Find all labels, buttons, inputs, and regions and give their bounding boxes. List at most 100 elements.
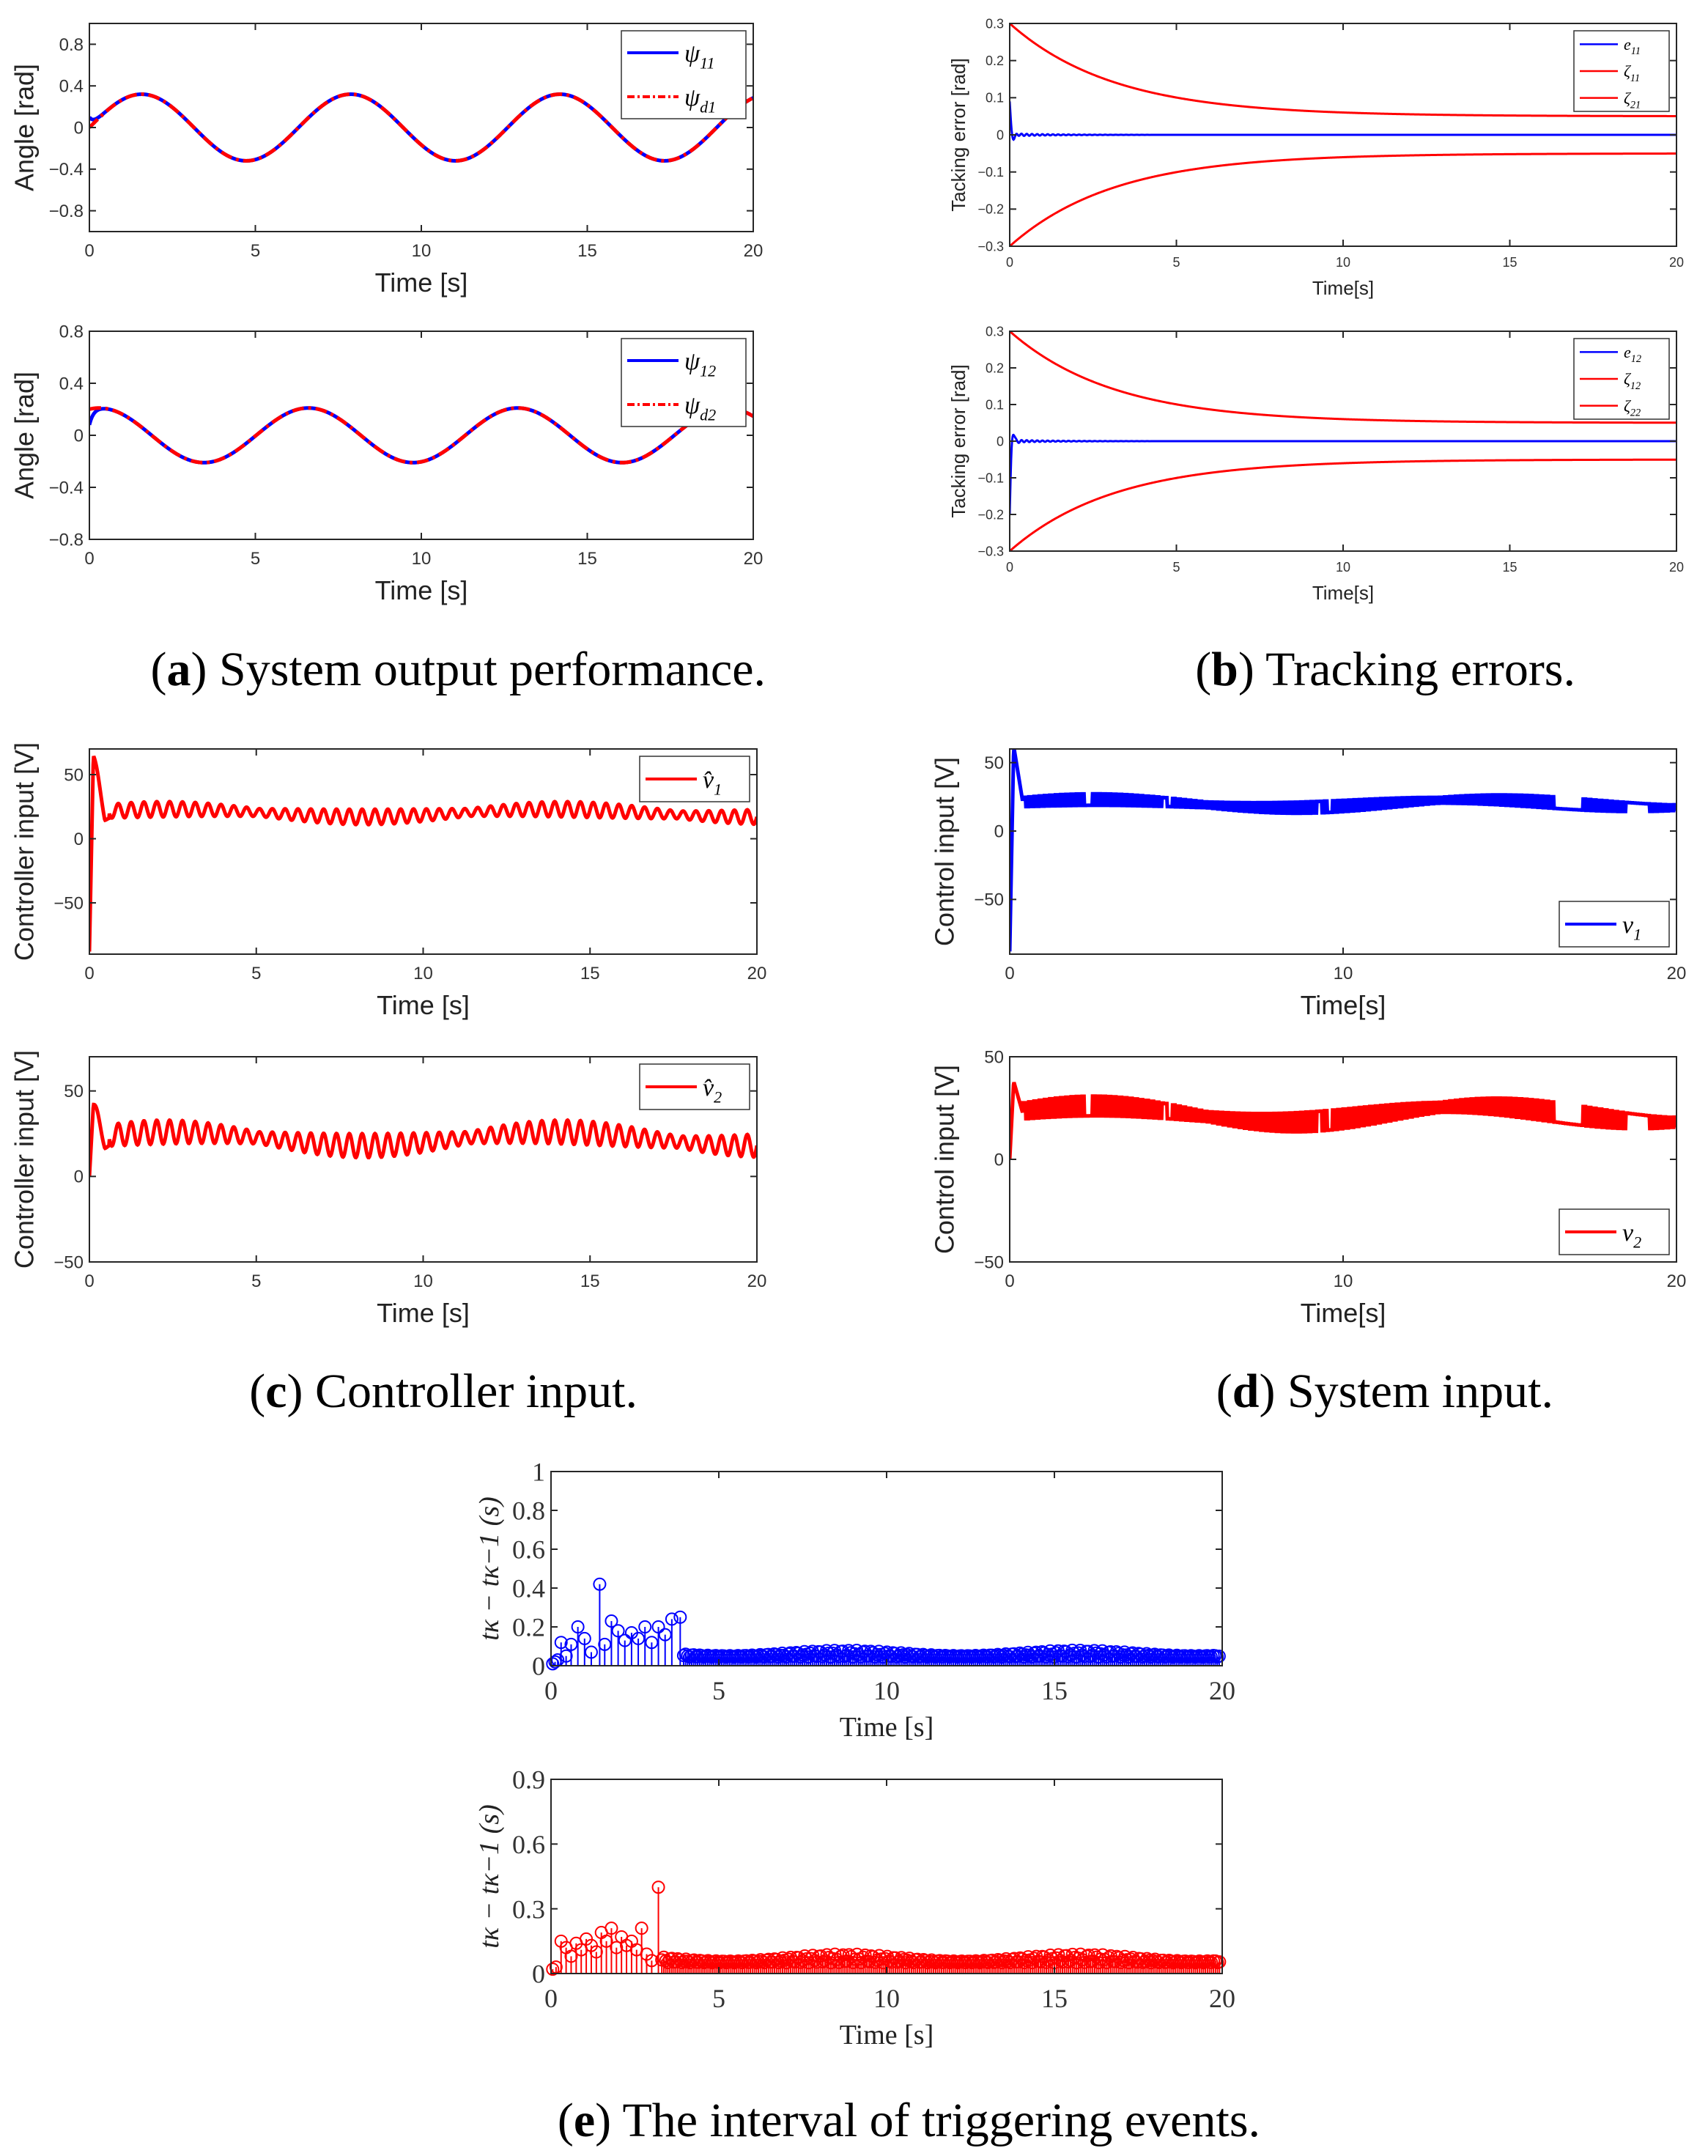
stem-series-e2	[546, 1880, 1227, 1976]
x-tick-label-a1-2: 5	[251, 241, 260, 261]
x-tick-label-a2-4: 15	[577, 549, 597, 569]
x-tick-label-b1-3: 10	[1336, 255, 1350, 270]
stem-marker-e1-8	[577, 1631, 591, 1645]
x-tick-label-d2-1: 0	[1005, 1271, 1014, 1291]
x-axis-label-b1: Time[s]	[1312, 277, 1374, 299]
chart-e2: 0 5 10 15 20 0 0.3 0.6 0.9 Time [s] tκ − tκ−1 (s)	[474, 1765, 1235, 2050]
y-axis-label-c1: Controller input [V]	[10, 742, 40, 961]
x-tick-label-a1-3: 10	[412, 241, 432, 261]
x-tick-label-c1-1: 0	[84, 964, 94, 983]
x-axis-label-a1: Time [s]	[375, 267, 468, 298]
x-tick-label-c1-2: 5	[251, 964, 261, 983]
y-tick-label-b2-6: 0.2	[986, 361, 1004, 375]
stem-marker-e2-300	[1213, 1955, 1227, 1969]
y-tick-label-a1-1: −0.8	[49, 202, 84, 221]
stem-marker-e1-10	[593, 1577, 607, 1591]
x-tick-label-a2-2: 5	[251, 549, 260, 569]
y-tick-label-e2-4: 0.9	[512, 1765, 545, 1795]
y-tick-label-d1-3: 50	[984, 753, 1004, 773]
caption-e: (e) The interval of triggering events.	[558, 2094, 1260, 2147]
x-tick-label-e2-4: 15	[1041, 1984, 1068, 2013]
y-tick-label-b2-7: 0.3	[986, 324, 1004, 339]
x-tick-label-b2-4: 15	[1502, 560, 1517, 575]
chart-b2: 0 5 10 15 20 −0.3 −0.2 −0.1 0 0.1 0.2 0.3 Time[s] Tac…	[947, 324, 1684, 604]
y-tick-label-d2-2: 0	[994, 1150, 1004, 1170]
legend-label-d1-1: v1	[1622, 912, 1641, 944]
series-line-d2-1	[1010, 1082, 1676, 1160]
y-tick-label-d1-1: −50	[974, 890, 1004, 910]
x-axis-label-e2: Time [s]	[840, 2020, 934, 2050]
legend-b1: e11 ζ11 ζ21	[1573, 30, 1670, 112]
x-tick-label-d2-2: 10	[1334, 1271, 1353, 1291]
x-tick-label-c1-4: 15	[580, 964, 600, 983]
y-tick-label-c2-3: 50	[64, 1082, 84, 1101]
stem-marker-e1-14	[618, 1633, 632, 1647]
stem-marker-e1-190	[1013, 1646, 1027, 1660]
y-tick-label-b2-1: −0.3	[977, 544, 1004, 558]
y-axis-label-c2: Controller input [V]	[10, 1050, 40, 1269]
y-axis-label-b1: Tacking error [rad]	[947, 58, 969, 212]
series-line-b2-3	[1010, 458, 1676, 551]
y-tick-label-e1-1: 0	[532, 1652, 545, 1681]
stem-series-e1	[546, 1577, 1226, 1671]
y-axis-label-a1: Angle [rad]	[10, 64, 40, 191]
stem-marker-e1-19	[651, 1620, 665, 1633]
legend-label-b1-3: ζ21	[1624, 89, 1641, 111]
legend-label-a1-1: ψ11	[684, 40, 715, 73]
x-tick-label-d1-1: 0	[1005, 964, 1014, 983]
x-tick-label-d2-3: 20	[1667, 1271, 1687, 1291]
stem-marker-e2-21	[645, 1954, 659, 1968]
stem-marker-e1-22	[673, 1610, 687, 1624]
legend-b2: e12 ζ12 ζ22	[1573, 338, 1670, 420]
legend-label-b2-3: ζ22	[1624, 396, 1641, 418]
y-axis-label-a2: Angle [rad]	[10, 372, 40, 499]
y-tick-label-b1-3: −0.1	[977, 165, 1004, 180]
chart-c1: 0 5 10 15 20 −50 0 50 Time [s] Controller input […	[10, 742, 767, 1020]
y-tick-label-d2-3: 50	[984, 1047, 1004, 1067]
y-tick-label-b1-1: −0.3	[977, 239, 1004, 254]
stem-marker-e1-4	[554, 1636, 568, 1650]
y-tick-label-e2-2: 0.3	[512, 1894, 545, 1924]
legend-label-a1-2: ψd1	[684, 84, 716, 117]
y-tick-label-d2-1: −50	[974, 1252, 1004, 1272]
y-tick-label-e2-3: 0.6	[512, 1830, 545, 1859]
x-tick-label-b2-5: 20	[1669, 560, 1684, 575]
series-line-b1-1	[1010, 101, 1676, 141]
legend-label-a2-2: ψd2	[684, 392, 716, 424]
x-axis-label-d2: Time[s]	[1301, 1298, 1386, 1328]
stem-marker-e1-253	[1139, 1647, 1153, 1661]
x-tick-label-a2-5: 20	[744, 549, 764, 569]
x-tick-label-c1-3: 10	[413, 964, 433, 983]
chart-b1: 0 5 10 15 20 −0.3 −0.2 −0.1 0 0.1 0.2 0.3 Time[s] Tac…	[947, 16, 1684, 299]
stem-marker-e2-12	[599, 1934, 613, 1948]
legend-d1: v1	[1559, 901, 1670, 948]
y-axis-label-d2: Control input [V]	[930, 1065, 960, 1254]
legend-label-a2-1: ψ12	[684, 348, 716, 380]
y-axis-label-d1: Control input [V]	[930, 757, 960, 946]
stem-marker-e1-11	[598, 1637, 612, 1651]
y-tick-label-a1-2: −0.4	[49, 160, 84, 180]
caption-d: (d) System input.	[1216, 1365, 1553, 1418]
x-axis-label-d1: Time[s]	[1301, 990, 1386, 1020]
stem-marker-e1-17	[638, 1620, 652, 1633]
x-tick-label-e2-2: 5	[712, 1984, 725, 2013]
x-tick-label-c2-2: 5	[251, 1271, 261, 1291]
stem-marker-e1-9	[584, 1645, 598, 1659]
stem-marker-e1-287	[1208, 1649, 1222, 1663]
y-tick-label-a2-1: −0.8	[49, 530, 84, 550]
stem-marker-e2-231	[1073, 1947, 1087, 1961]
x-tick-label-c2-1: 0	[84, 1271, 94, 1291]
stem-marker-e2-157	[925, 1953, 939, 1967]
x-tick-label-c1-5: 20	[747, 964, 767, 983]
x-tick-label-e2-3: 10	[873, 1984, 900, 2013]
y-tick-label-a1-4: 0.4	[59, 77, 84, 97]
y-tick-label-c1-2: 0	[74, 830, 84, 849]
x-axis-label-a2: Time [s]	[375, 575, 468, 605]
series-line-a1-2	[89, 92, 753, 163]
series-line-c1-1	[89, 755, 757, 952]
y-tick-label-e2-1: 0	[532, 1960, 545, 1989]
legend-label-b2-2: ζ12	[1624, 370, 1641, 392]
